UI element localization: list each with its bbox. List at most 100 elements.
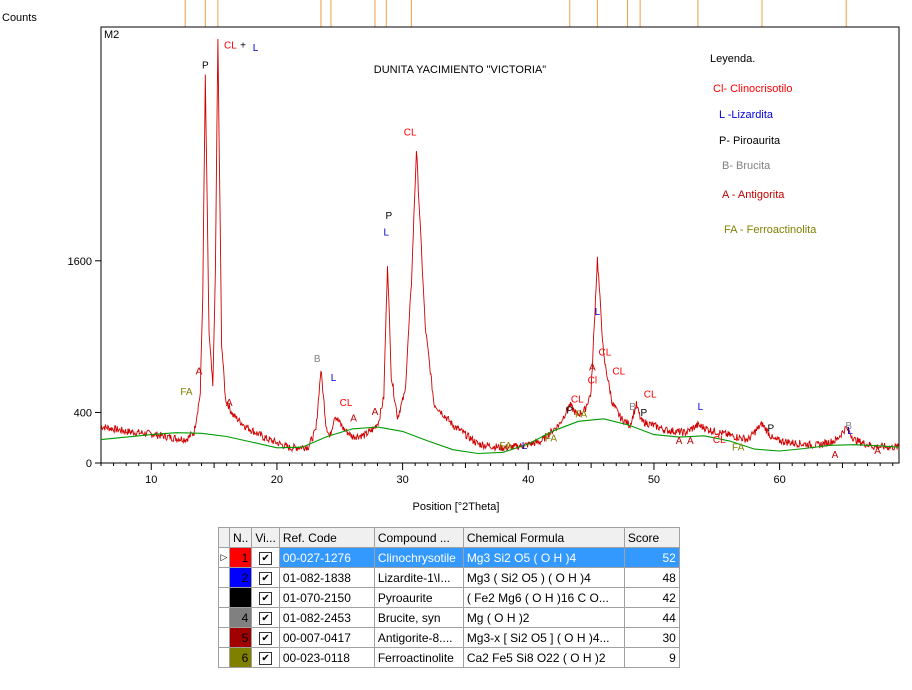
row-selector[interactable] xyxy=(218,627,230,648)
phase-number: 3 xyxy=(228,587,253,608)
header-number[interactable]: N.. xyxy=(228,527,253,548)
peak-label: CL xyxy=(224,40,237,51)
visible-checkbox[interactable]: ✔ xyxy=(259,612,273,625)
peak-label: CL xyxy=(571,394,584,405)
formula-cell: Mg3 Si2 O5 ( O H )4 xyxy=(462,547,625,568)
peak-label: L xyxy=(383,228,389,239)
peak-label: CL xyxy=(340,398,353,409)
peak-label: L xyxy=(595,307,601,318)
header-formula[interactable]: Chemical Formula xyxy=(462,527,625,548)
peak-label: CL xyxy=(713,435,726,446)
peak-label: B xyxy=(314,354,321,365)
score-cell: 52 xyxy=(623,547,680,568)
row-selector[interactable] xyxy=(218,647,230,668)
compound-cell: Pyroaurite xyxy=(373,587,464,608)
peak-label: P xyxy=(202,61,209,72)
peak-label: A xyxy=(589,363,596,374)
peak-label: CL xyxy=(599,348,612,359)
phase-number: 1 xyxy=(228,547,253,568)
ref-code-cell: 01-082-1838 xyxy=(278,567,375,588)
formula-cell: Mg3-x [ Si2 O5 ] ( O H )4... xyxy=(462,627,625,648)
row-selector[interactable] xyxy=(218,567,230,588)
peak-label: CL xyxy=(612,367,625,378)
legend-entry: P- Piroaurita xyxy=(719,135,781,147)
table-row[interactable]: 2 ✔ 01-082-1838 Lizardite-1\I... Mg3 ( Si2 O… xyxy=(218,567,680,588)
table-row[interactable]: 5 ✔ 00-007-0417 Antigorite-8.... Mg3-x [ Si2… xyxy=(218,627,680,648)
peak-label: L xyxy=(331,373,337,384)
peak-label: FA xyxy=(180,387,193,398)
ref-code-cell: 00-007-0417 xyxy=(278,627,375,648)
table-row[interactable]: 6 ✔ 00-023-0118 Ferroactinolite Ca2 Fe5 Si8 … xyxy=(218,647,680,668)
phase-table: N.. Vi... Ref. Code Compound ... Chemica… xyxy=(218,527,680,668)
row-selector[interactable] xyxy=(218,587,230,608)
peak-label: + xyxy=(240,40,246,51)
peak-label: B xyxy=(629,402,636,413)
header-compound[interactable]: Compound ... xyxy=(373,527,464,548)
visible-checkbox[interactable]: ✔ xyxy=(259,632,273,645)
peak-label: FA xyxy=(545,434,558,445)
compound-cell: Ferroactinolite xyxy=(373,647,464,668)
visible-cell: ✔ xyxy=(251,607,280,628)
score-cell: 48 xyxy=(623,567,680,588)
peak-label: B xyxy=(845,421,852,432)
phase-table-body: ▷ 1 ✔ 00-027-1276 Clinochrysotile Mg3 Si2 O5 … xyxy=(218,547,680,668)
ref-code-cell: 00-027-1276 xyxy=(278,547,375,568)
x-tick-label: 20 xyxy=(271,474,283,486)
legend-entry: Cl- Clinocrisotilo xyxy=(713,83,792,95)
diffraction-pattern-line xyxy=(100,38,900,453)
table-row[interactable]: 4 ✔ 01-082-2453 Brucite, syn Mg ( O H )2 44 xyxy=(218,607,680,628)
visible-checkbox[interactable]: ✔ xyxy=(259,572,273,585)
visible-cell: ✔ xyxy=(251,647,280,668)
peak-label: A xyxy=(226,398,233,409)
peak-label: L xyxy=(522,441,528,452)
row-selector[interactable]: ▷ xyxy=(218,547,230,568)
peak-label: FA xyxy=(575,410,588,421)
x-tick-label: 40 xyxy=(522,474,534,486)
visible-cell: ✔ xyxy=(251,627,280,648)
ref-code-cell: 01-082-2453 xyxy=(278,607,375,628)
visible-checkbox[interactable]: ✔ xyxy=(259,552,273,565)
header-ref-code[interactable]: Ref. Code xyxy=(278,527,375,548)
formula-cell: Mg ( O H )2 xyxy=(462,607,625,628)
peak-label: FA xyxy=(732,442,745,453)
x-tick-label: 50 xyxy=(648,474,660,486)
peak-label: A xyxy=(832,450,839,461)
peak-label: A xyxy=(196,367,203,378)
peak-label: P xyxy=(641,408,648,419)
legend-title: Leyenda. xyxy=(710,53,755,65)
header-score[interactable]: Score xyxy=(623,527,680,548)
visible-cell: ✔ xyxy=(251,547,280,568)
score-cell: 44 xyxy=(623,607,680,628)
table-row[interactable]: 3 ✔ 01-070-2150 Pyroaurite( Fe2 Mg6 ( O H )… xyxy=(218,587,680,608)
peak-label: A xyxy=(874,446,881,457)
peak-label: L xyxy=(253,43,259,54)
peak-label: L xyxy=(698,402,704,413)
visible-cell: ✔ xyxy=(251,587,280,608)
peak-label: FA xyxy=(500,441,513,452)
background-line xyxy=(100,418,900,455)
y-axis-label: Counts xyxy=(2,12,37,24)
peak-label: A xyxy=(687,436,694,447)
formula-cell: Mg3 ( Si2 O5 ) ( O H )4 xyxy=(462,567,625,588)
ref-code-cell: 01-070-2150 xyxy=(278,587,375,608)
score-cell: 30 xyxy=(623,627,680,648)
table-row[interactable]: ▷ 1 ✔ 00-027-1276 Clinochrysotile Mg3 Si2 O5 … xyxy=(218,547,680,568)
phase-number: 2 xyxy=(228,567,253,588)
row-selector[interactable] xyxy=(218,607,230,628)
y-tick-label: 0 xyxy=(86,458,92,470)
x-axis-label: Position [°2Theta] xyxy=(412,501,500,513)
y-tick-label: 400 xyxy=(74,407,92,419)
visible-checkbox[interactable]: ✔ xyxy=(259,592,273,605)
visible-checkbox[interactable]: ✔ xyxy=(259,652,273,665)
peak-label: P xyxy=(767,423,774,434)
x-tick-label: 30 xyxy=(396,474,408,486)
compound-cell: Brucite, syn xyxy=(373,607,464,628)
ref-code-cell: 00-023-0118 xyxy=(278,647,375,668)
peak-label: Cl xyxy=(588,375,597,386)
chart-title: DUNITA YACIMIENTO "VICTORIA" xyxy=(374,64,547,76)
x-tick-label: 60 xyxy=(773,474,785,486)
legend-entry: B- Brucita xyxy=(722,160,771,172)
header-visible[interactable]: Vi... xyxy=(251,527,280,548)
compound-cell: Clinochrysotile xyxy=(373,547,464,568)
